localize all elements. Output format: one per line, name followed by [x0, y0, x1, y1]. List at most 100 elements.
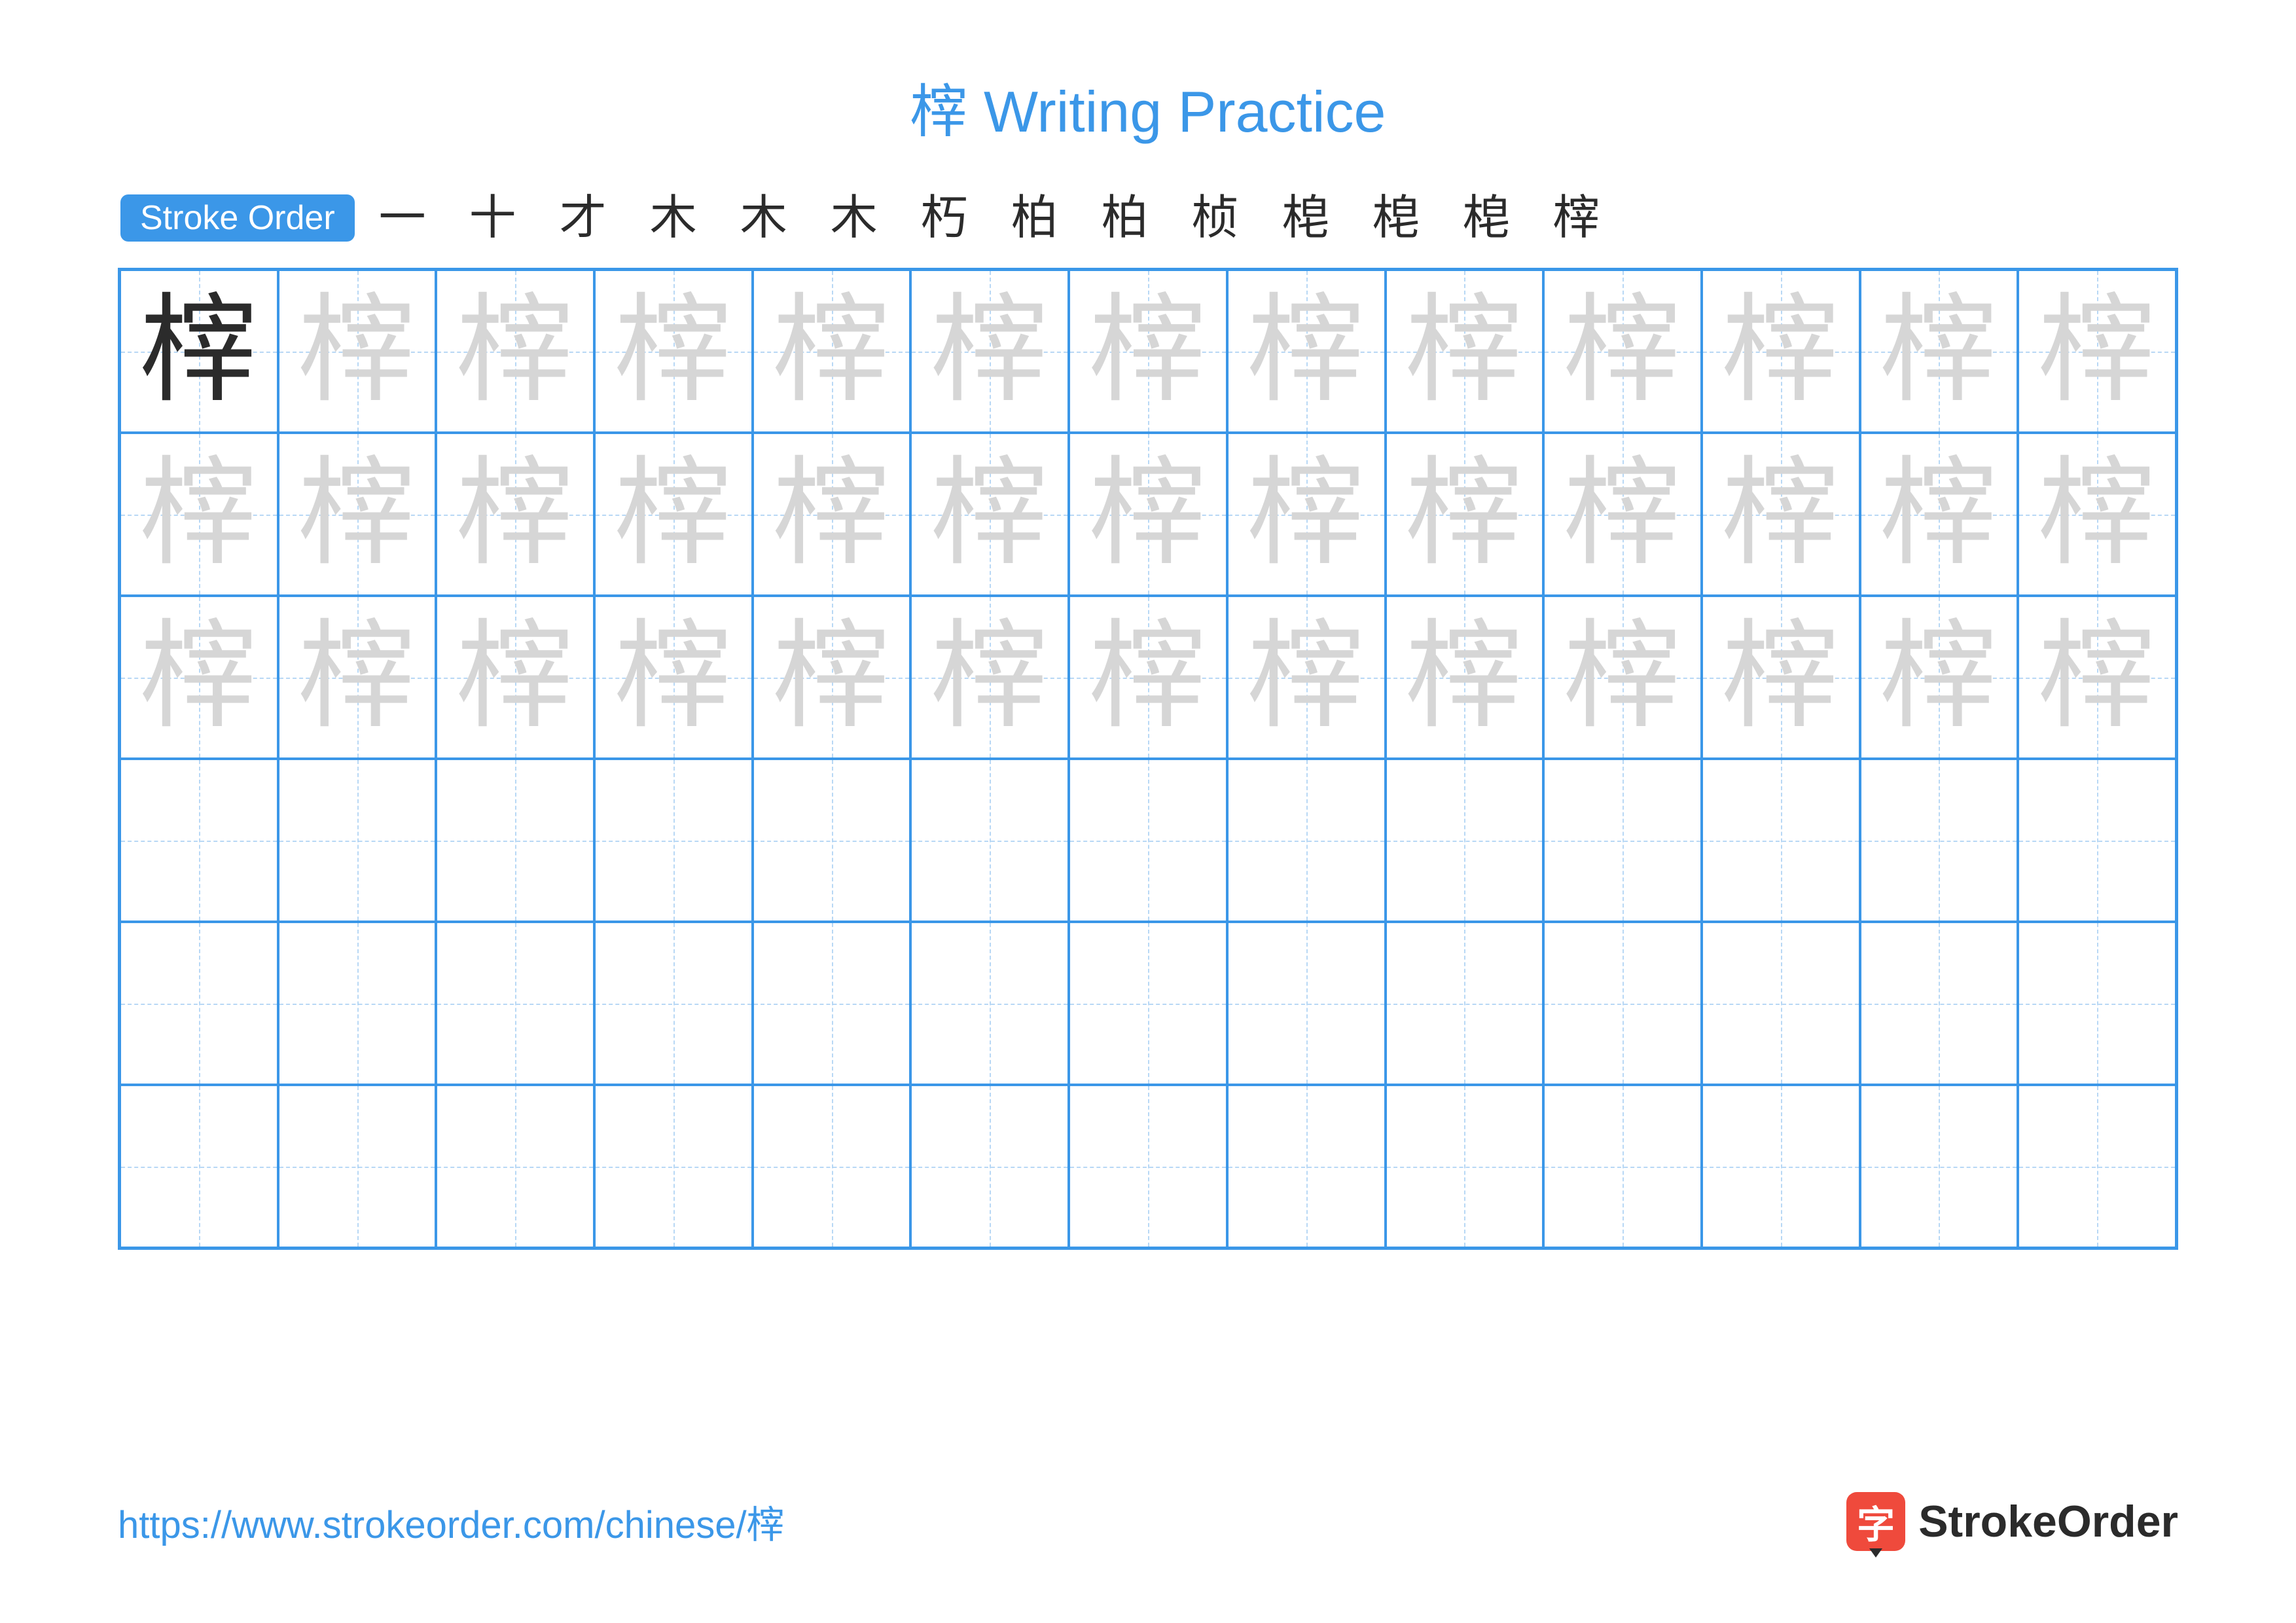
practice-character: 榟 [456, 619, 574, 737]
grid-cell: 榟 [1702, 270, 1860, 433]
practice-character: 榟 [1247, 619, 1365, 737]
grid-cell: 榟 [120, 596, 278, 759]
grid-cell [278, 759, 437, 922]
grid-cell [1386, 922, 1544, 1085]
grid-cell: 榟 [1069, 596, 1227, 759]
practice-character: 榟 [2038, 293, 2156, 410]
grid-cell: 榟 [594, 270, 753, 433]
brand-name: StrokeOrder [1918, 1496, 2178, 1547]
grid-cell [594, 1085, 753, 1248]
grid-cell: 榟 [120, 433, 278, 596]
practice-character: 榟 [1089, 456, 1207, 574]
practice-character: 榟 [931, 293, 1049, 410]
grid-cell [753, 1085, 911, 1248]
grid-cell: 榟 [1543, 433, 1702, 596]
stroke-step: 木 [825, 194, 884, 242]
grid-cell: 榟 [1386, 433, 1544, 596]
practice-character: 榟 [1405, 456, 1523, 574]
practice-character: 榟 [2038, 619, 2156, 737]
practice-character: 榟 [140, 619, 258, 737]
grid-cell: 榟 [1860, 270, 2018, 433]
practice-grid: 榟榟榟榟榟榟榟榟榟榟榟榟榟榟榟榟榟榟榟榟榟榟榟榟榟榟榟榟榟榟榟榟榟榟榟榟榟榟榟 [118, 268, 2178, 1250]
practice-character: 榟 [1247, 456, 1365, 574]
grid-cell: 榟 [910, 270, 1069, 433]
grid-cell: 榟 [1702, 596, 1860, 759]
stroke-step: 木 [644, 194, 703, 242]
grid-cell [753, 759, 911, 922]
grid-cell: 榟 [1386, 270, 1544, 433]
grid-cell [1386, 1085, 1544, 1248]
title-suffix: Writing Practice [968, 79, 1386, 144]
grid-cell: 榟 [1386, 596, 1544, 759]
practice-character: 榟 [298, 619, 416, 737]
practice-character: 榟 [1722, 619, 1840, 737]
grid-cell: 榟 [910, 433, 1069, 596]
grid-cell [910, 759, 1069, 922]
grid-cell [910, 1085, 1069, 1248]
grid-cell [436, 922, 594, 1085]
grid-cell: 榟 [120, 270, 278, 433]
practice-character: 榟 [298, 293, 416, 410]
grid-cell: 榟 [1543, 596, 1702, 759]
page-title: 榟 Writing Practice [118, 65, 2178, 149]
grid-cell [1543, 759, 1702, 922]
stroke-step: 梍 [1457, 194, 1516, 242]
grid-cell [436, 1085, 594, 1248]
practice-character: 榟 [931, 456, 1049, 574]
grid-cell: 榟 [278, 433, 437, 596]
grid-cell: 榟 [753, 433, 911, 596]
grid-cell [1227, 759, 1386, 922]
grid-cell [2018, 922, 2176, 1085]
practice-character: 榟 [615, 619, 732, 737]
grid-cell: 榟 [594, 433, 753, 596]
grid-cell: 榟 [1860, 433, 2018, 596]
grid-cell: 榟 [594, 596, 753, 759]
grid-cell: 榟 [278, 596, 437, 759]
grid-cell [1543, 1085, 1702, 1248]
stroke-step: 梍 [1276, 194, 1335, 242]
practice-character: 榟 [1722, 456, 1840, 574]
brand-icon: 字 [1846, 1492, 1905, 1551]
stroke-step: 梍 [1367, 194, 1426, 242]
stroke-step: 朽 [915, 194, 974, 242]
practice-character: 榟 [615, 456, 732, 574]
grid-cell [1069, 1085, 1227, 1248]
practice-character: 榟 [1089, 619, 1207, 737]
grid-cell [1386, 759, 1544, 922]
title-character: 榟 [910, 79, 967, 144]
stroke-order-badge: Stroke Order [120, 194, 355, 242]
practice-character: 榟 [1564, 619, 1681, 737]
source-url[interactable]: https://www.strokeorder.com/chinese/榟 [118, 1494, 785, 1549]
practice-character: 榟 [773, 456, 891, 574]
grid-cell [1702, 922, 1860, 1085]
grid-cell [1227, 1085, 1386, 1248]
grid-cell: 榟 [436, 270, 594, 433]
practice-character: 榟 [1405, 293, 1523, 410]
grid-cell [2018, 759, 2176, 922]
practice-character: 榟 [2038, 456, 2156, 574]
practice-character: 榟 [140, 293, 258, 410]
grid-cell [1860, 922, 2018, 1085]
grid-cell [278, 1085, 437, 1248]
grid-cell: 榟 [1069, 270, 1227, 433]
grid-cell [594, 922, 753, 1085]
grid-cell [278, 922, 437, 1085]
stroke-step: 十 [463, 194, 522, 242]
grid-cell: 榟 [278, 270, 437, 433]
stroke-step: 柏 [1005, 194, 1064, 242]
practice-character: 榟 [1405, 619, 1523, 737]
practice-character: 榟 [298, 456, 416, 574]
grid-cell [1069, 759, 1227, 922]
stroke-order-row: Stroke Order 一十才木木木朽柏柏桢梍梍梍榟 [118, 194, 2178, 242]
grid-cell: 榟 [1227, 596, 1386, 759]
grid-cell [753, 922, 911, 1085]
practice-character: 榟 [1722, 293, 1840, 410]
practice-character: 榟 [1880, 293, 1998, 410]
grid-cell [910, 922, 1069, 1085]
grid-cell [120, 922, 278, 1085]
brand: 字 StrokeOrder [1846, 1492, 2178, 1551]
grid-cell: 榟 [2018, 433, 2176, 596]
grid-cell: 榟 [1702, 433, 1860, 596]
practice-character: 榟 [1089, 293, 1207, 410]
grid-cell [120, 759, 278, 922]
